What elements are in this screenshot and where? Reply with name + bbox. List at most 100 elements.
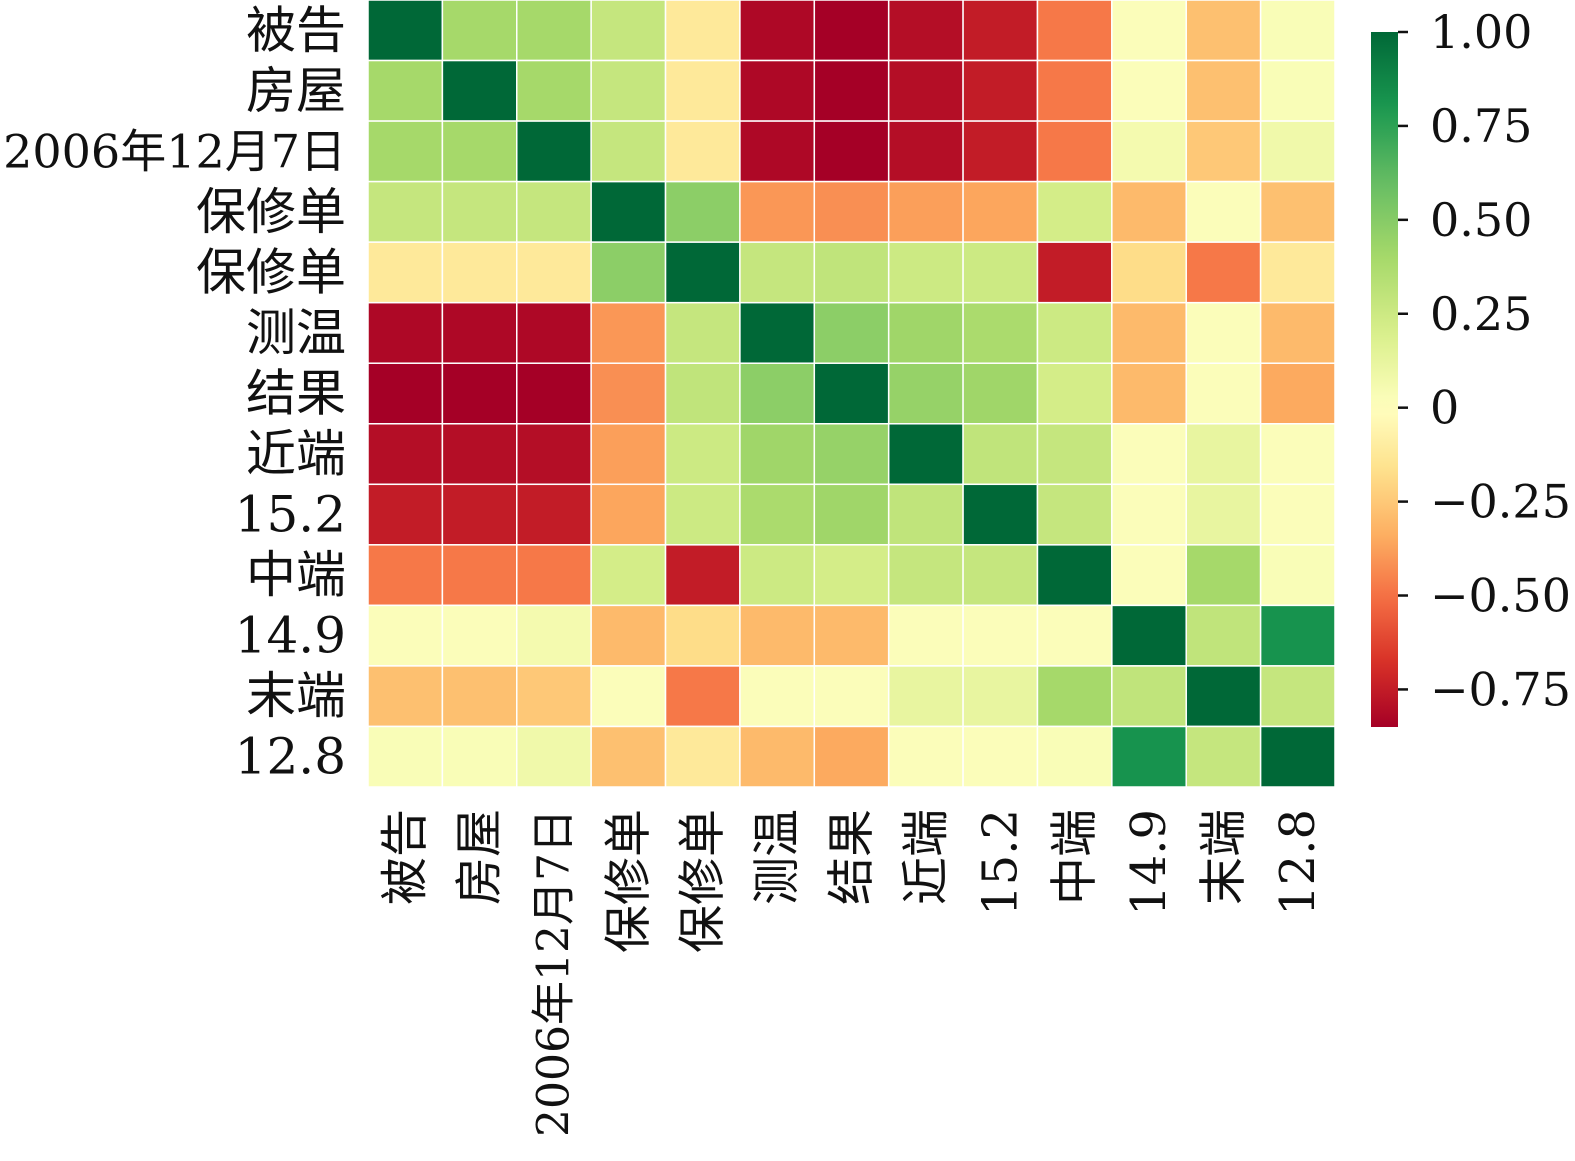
heatmap-cell <box>1259 120 1336 183</box>
heatmap-cell <box>1259 423 1336 486</box>
heatmap-cell <box>1111 120 1187 183</box>
heatmap-cell <box>1111 725 1187 788</box>
heatmap-cell <box>590 59 667 122</box>
heatmap-cell <box>516 604 592 667</box>
heatmap-cell <box>1111 180 1187 243</box>
column-tick-label: 14.9 <box>1121 809 1177 916</box>
heatmap-cell <box>1111 362 1187 425</box>
row-tick-label: 房屋 <box>246 62 346 120</box>
heatmap-cell <box>441 0 518 62</box>
heatmap-cell <box>887 120 964 183</box>
heatmap-cell <box>962 241 1039 304</box>
row-tick-label: 12.8 <box>235 728 346 786</box>
colorbar-tick-label: −0.50 <box>1430 569 1571 623</box>
heatmap-cell <box>813 483 890 546</box>
heatmap-cell <box>590 180 667 243</box>
heatmap-cell <box>516 423 592 486</box>
heatmap-cell <box>1036 483 1113 546</box>
heatmap-cell <box>1259 665 1336 728</box>
heatmap-cell <box>1111 59 1187 122</box>
heatmap-cell <box>441 544 518 607</box>
heatmap-cell <box>739 665 816 728</box>
heatmap-cell <box>887 604 964 667</box>
row-tick-label: 被告 <box>246 1 346 59</box>
column-tick-label: 12.8 <box>1270 809 1326 916</box>
heatmap-cell <box>516 180 592 243</box>
heatmap-cell <box>1259 725 1336 788</box>
colorbar-tick-label: 1.00 <box>1430 5 1532 59</box>
heatmap-cell <box>441 59 518 122</box>
heatmap-cell <box>962 301 1039 364</box>
column-tick-labels: 被告 房屋 2006年12月7日 保修单 保修单 测温 结果 近端 15.2 中端 14.9 末端 12… <box>377 809 1326 1137</box>
heatmap-cell <box>1259 362 1336 425</box>
heatmap-cell <box>1259 59 1336 122</box>
heatmap-cell <box>1185 604 1262 667</box>
heatmap-cell <box>1036 120 1113 183</box>
heatmap-cell <box>664 604 741 667</box>
heatmap-cell <box>887 725 964 788</box>
heatmap-cell <box>590 362 667 425</box>
row-tick-label: 测温 <box>246 304 346 362</box>
heatmap-cell <box>1036 423 1113 486</box>
heatmap-cell <box>739 725 816 788</box>
heatmap-cell <box>367 362 444 425</box>
heatmap-cell <box>664 120 741 183</box>
heatmap-cell <box>367 544 444 607</box>
heatmap-cell <box>590 241 667 304</box>
row-tick-label: 14.9 <box>235 607 346 665</box>
heatmap-cell <box>664 301 741 364</box>
heatmap-cell <box>887 483 964 546</box>
heatmap-cell <box>887 423 964 486</box>
heatmap-cell <box>664 423 741 486</box>
heatmap-cell <box>962 59 1039 122</box>
heatmap-cell <box>1259 241 1336 304</box>
heatmap-cell <box>516 241 592 304</box>
heatmap-cell <box>887 59 964 122</box>
colorbar-tick-label: −0.25 <box>1430 475 1571 529</box>
heatmap-cell <box>516 362 592 425</box>
heatmap-cell <box>1185 665 1262 728</box>
heatmap-cell <box>590 725 667 788</box>
heatmap-cell <box>1185 0 1262 62</box>
heatmap-cell <box>1036 362 1113 425</box>
heatmap-cell <box>516 544 592 607</box>
heatmap-cell <box>516 301 592 364</box>
colorbar-gradient <box>1371 32 1398 727</box>
heatmap-cell <box>1259 483 1336 546</box>
heatmap-cell <box>367 604 444 667</box>
heatmap-cell <box>1185 483 1262 546</box>
column-tick-label: 房屋 <box>452 809 508 905</box>
heatmap-cell <box>962 423 1039 486</box>
heatmap-cell <box>1036 241 1113 304</box>
heatmap-cell <box>739 59 816 122</box>
heatmap-cell <box>962 180 1039 243</box>
column-tick-label: 被告 <box>377 809 433 905</box>
column-tick-label: 2006年12月7日 <box>528 809 579 1137</box>
row-tick-label: 2006年12月7日 <box>3 124 346 178</box>
heatmap-cell <box>441 725 518 788</box>
row-tick-label: 结果 <box>246 365 346 423</box>
heatmap-cell <box>962 483 1039 546</box>
heatmap-cell <box>441 180 518 243</box>
heatmap-cell <box>813 0 890 62</box>
heatmap-cell <box>441 362 518 425</box>
heatmap-cell <box>1036 301 1113 364</box>
column-tick-label: 中端 <box>1047 809 1103 905</box>
heatmap-cell <box>962 0 1039 62</box>
heatmap-cell <box>590 120 667 183</box>
heatmap-cell <box>441 604 518 667</box>
heatmap-cell <box>739 301 816 364</box>
heatmap-cell <box>1259 544 1336 607</box>
heatmap-cell <box>1036 59 1113 122</box>
colorbar-tick-label: 0.50 <box>1430 193 1532 247</box>
heatmap-cell <box>739 180 816 243</box>
heatmap-cell <box>739 120 816 183</box>
heatmap-cell <box>1111 423 1187 486</box>
heatmap-cell <box>516 120 592 183</box>
heatmap-cell <box>516 0 592 62</box>
heatmap-cell <box>739 544 816 607</box>
heatmap-cell <box>1111 0 1187 62</box>
colorbar-tick-label: 0 <box>1430 381 1459 435</box>
colorbar-tick-label: 0.25 <box>1430 287 1532 341</box>
